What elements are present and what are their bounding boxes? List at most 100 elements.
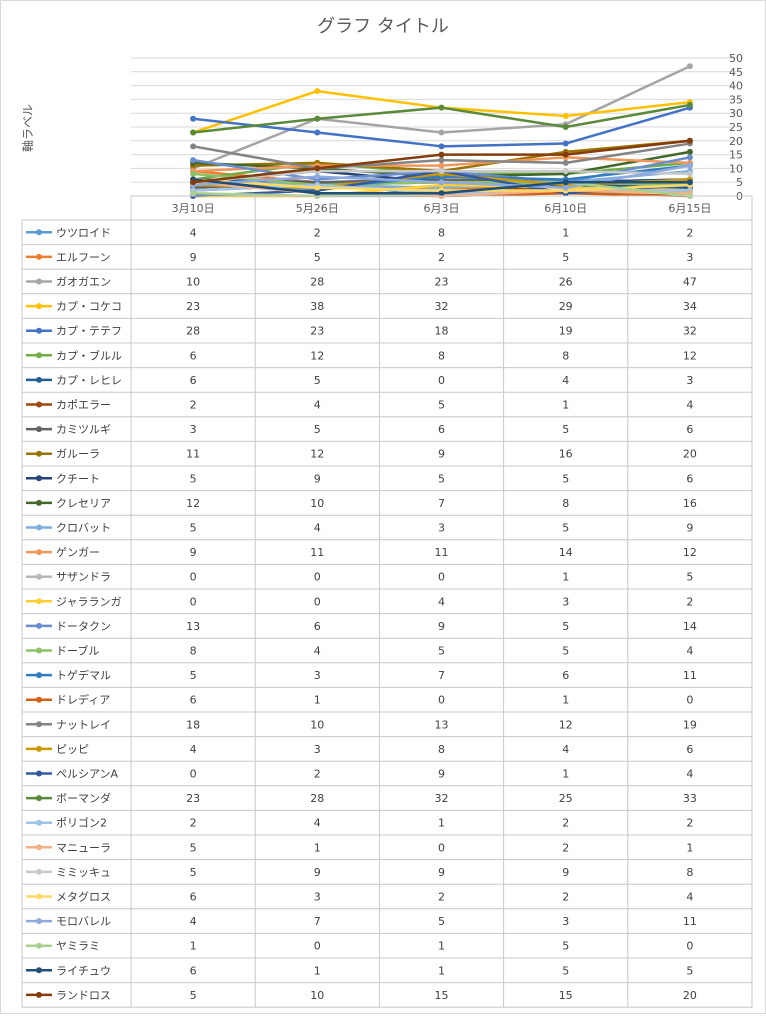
x-category-label: 6月3日 [424,202,460,215]
data-point [562,140,569,147]
data-table-value: 2 [686,817,693,830]
legend-marker [36,475,42,482]
data-table-value: 1 [686,841,693,854]
data-table-value: 13 [186,620,200,633]
legend-marker [36,942,42,949]
x-category-label: 6月10日 [544,202,587,215]
data-point [314,129,321,136]
legend-series-name: ドレディア [56,693,110,707]
data-point [314,190,321,197]
data-table-value: 5 [562,472,569,485]
data-point [438,151,445,158]
data-table-value: 23 [435,276,449,289]
data-table-value: 0 [438,841,445,854]
y-tick-label: 20 [729,135,743,148]
data-point [438,104,445,111]
y-tick-label: 40 [729,80,743,93]
data-table-value: 1 [190,940,197,953]
legend-marker [36,918,42,925]
data-table-value: 6 [686,472,693,485]
data-table-value: 5 [190,669,197,682]
legend-series-name: ゲンガー [56,546,100,559]
data-table-value: 4 [314,817,321,830]
y-tick-label: 30 [729,107,743,120]
data-table-value: 0 [314,940,321,953]
data-table-value: 5 [438,399,445,412]
series-group [190,137,693,186]
data-table-value: 5 [562,645,569,658]
data-table-value: 10 [186,276,200,289]
data-table-value: 5 [190,866,197,879]
data-table-value: 11 [186,448,200,461]
data-table-value: 0 [314,595,321,608]
data-table-value: 1 [562,694,569,707]
data-table-value: 32 [435,300,449,313]
data-point [314,88,321,95]
data-table-value: 1 [314,964,321,977]
data-table-value: 5 [686,964,693,977]
data-point [438,129,445,136]
legend-series-name: カポエラー [56,399,111,412]
data-table-value: 0 [686,694,693,707]
data-table-value: 1 [438,817,445,830]
data-table-value: 19 [683,718,697,731]
legend-series-name: カプ・コケコ [56,300,122,313]
legend-series-name: クチート [56,472,100,485]
data-table-value: 18 [435,325,449,338]
data-table-value: 34 [683,300,697,313]
data-table-value: 25 [559,792,573,805]
data-table-value: 4 [686,645,693,658]
data-table-value: 9 [686,522,693,535]
y-tick-label: 25 [729,121,743,134]
data-table-value: 16 [683,497,697,510]
data-table-value: 3 [438,522,445,535]
data-table-value: 8 [190,645,197,658]
data-table-value: 47 [683,276,697,289]
data-point [562,151,569,158]
data-table-value: 5 [190,522,197,535]
data-table-value: 5 [562,423,569,436]
data-table-value: 23 [186,792,200,805]
legend-series-name: エルフーン [56,251,110,264]
legend-series-name: ボーマンダ [56,791,111,805]
data-point [190,129,197,136]
data-table-value: 33 [683,792,697,805]
legend-marker [36,549,42,556]
data-table-value: 9 [314,472,321,485]
data-table-value: 19 [559,325,573,338]
data-table-value: 12 [559,718,573,731]
data-point [686,154,693,161]
data-table-value: 2 [190,817,197,830]
data-table-value: 6 [438,423,445,436]
data-table-value: 6 [686,743,693,756]
data-table-value: 3 [314,669,321,682]
data-table-value: 7 [314,915,321,928]
data-table-value: 20 [683,989,697,1002]
data-table-value: 4 [190,915,197,928]
data-table-value: 14 [559,546,573,559]
legend-marker [36,844,42,851]
data-point [562,179,569,186]
legend-series-name: ペルシアンA [56,768,119,781]
legend-series-name: カプ・ブルル [56,348,122,362]
data-table-value: 0 [686,940,693,953]
data-table-value: 4 [686,399,693,412]
data-table-value: 8 [438,743,445,756]
legend-series-name: ジャラランガ [56,595,121,608]
legend-series-name: ガオガエン [56,276,111,289]
legend-series-name: ヤミラミ [56,940,100,953]
data-table-value: 5 [190,989,197,1002]
data-table-value: 5 [190,841,197,854]
legend-marker [36,745,42,752]
data-table-value: 5 [562,620,569,633]
legend-series-name: ポリゴン2 [56,816,107,830]
y-tick-label: 5 [736,176,743,189]
data-table-value: 6 [686,423,693,436]
data-table-value: 3 [562,595,569,608]
data-table-value: 15 [559,989,573,1002]
data-point [438,190,445,197]
legend-marker [36,573,42,580]
data-table-value: 12 [186,497,200,510]
